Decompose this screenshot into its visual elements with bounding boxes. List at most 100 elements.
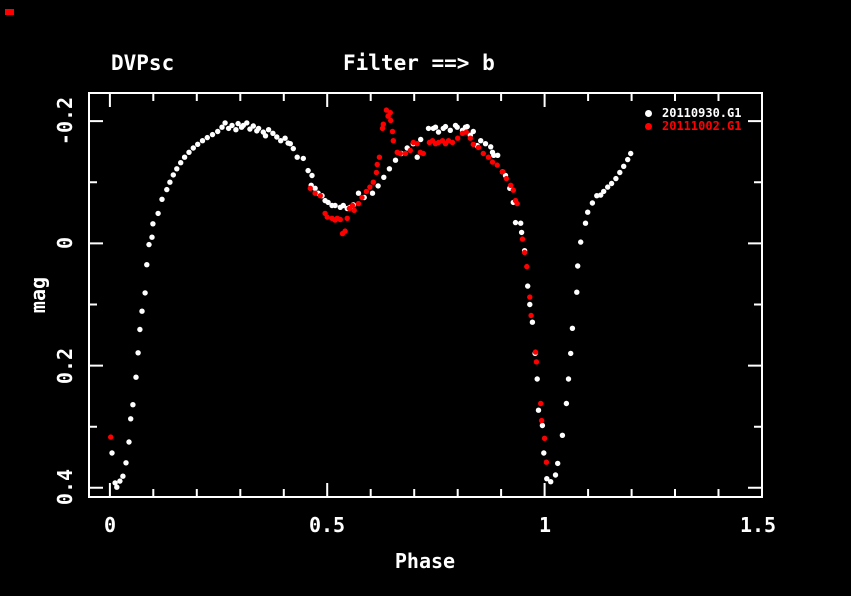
data-point: [524, 263, 530, 270]
data-point: [375, 183, 381, 189]
data-point: [244, 120, 250, 126]
data-point: [294, 154, 300, 160]
data-point: [355, 200, 362, 207]
data-point: [312, 190, 318, 196]
data-point: [317, 193, 323, 199]
data-point: [146, 241, 152, 248]
data-point: [387, 109, 393, 116]
data-point: [374, 161, 380, 168]
data-point: [463, 129, 470, 135]
data-point: [265, 127, 272, 133]
data-point: [255, 125, 262, 132]
data-point: [149, 234, 155, 240]
data-point: [414, 141, 420, 147]
series-20110930.G1: [109, 120, 634, 490]
data-point: [568, 350, 574, 357]
data-point: [222, 120, 228, 126]
data-point: [344, 215, 350, 221]
data-point: [621, 163, 627, 169]
data-point: [120, 473, 126, 479]
data-point: [538, 400, 544, 407]
data-point: [383, 107, 390, 113]
data-point: [373, 169, 380, 176]
legend-entry-20111002: 20111002.G1: [645, 120, 741, 133]
data-point: [332, 202, 338, 209]
data-point: [565, 376, 572, 382]
axis-frame: [88, 92, 763, 498]
data-point: [601, 188, 607, 195]
data-point: [578, 239, 584, 245]
data-point: [219, 124, 225, 130]
data-point: [563, 400, 570, 407]
data-point: [518, 220, 524, 226]
data-point: [494, 162, 500, 168]
legend-label: 20111002.G1: [662, 119, 742, 133]
x-axis-title: Phase: [394, 549, 456, 573]
data-point: [312, 185, 318, 191]
data-point: [386, 166, 393, 172]
data-point: [130, 402, 136, 408]
data-point: [170, 172, 176, 178]
data-point: [359, 194, 365, 201]
data-point: [155, 210, 161, 217]
data-point: [470, 141, 476, 147]
data-point: [349, 202, 356, 209]
data-point: [569, 325, 576, 331]
data-point: [464, 123, 470, 130]
data-point: [389, 128, 396, 135]
legend-dot-red: [645, 123, 652, 130]
data-point: [174, 166, 180, 172]
data-point: [613, 175, 619, 182]
data-point: [527, 294, 533, 300]
data-point: [342, 228, 348, 234]
data-point: [418, 136, 424, 143]
data-point: [475, 144, 482, 151]
data-point: [376, 154, 383, 160]
data-point: [407, 147, 413, 154]
x-tick-label: 1: [538, 513, 552, 537]
data-point: [215, 128, 221, 135]
data-point: [309, 172, 315, 179]
data-point: [287, 141, 293, 147]
data-point: [519, 236, 526, 242]
data-point: [128, 416, 134, 422]
data-point: [139, 308, 145, 314]
data-point: [608, 180, 615, 187]
data-point: [278, 138, 284, 144]
data-point: [325, 199, 331, 206]
data-point: [381, 174, 387, 180]
data-point: [142, 290, 148, 296]
data-point: [533, 359, 540, 365]
data-point: [144, 262, 150, 268]
data-point: [274, 134, 280, 140]
data-point: [525, 283, 531, 289]
data-point: [518, 229, 525, 236]
data-point: [449, 139, 456, 146]
x-tick-label: 0: [103, 513, 117, 537]
data-point: [491, 152, 497, 158]
data-point: [528, 312, 534, 319]
data-point: [555, 460, 561, 467]
data-point: [370, 179, 376, 185]
data-point: [512, 219, 519, 226]
data-point: [324, 214, 330, 220]
data-point: [552, 472, 559, 478]
data-point: [585, 209, 591, 215]
data-point: [499, 169, 506, 175]
data-point: [617, 169, 623, 176]
data-point: [114, 484, 120, 490]
data-point: [495, 152, 501, 158]
y-tick-label: 0.4: [53, 468, 77, 506]
data-point: [534, 376, 540, 382]
data-point: [488, 144, 494, 150]
data-point: [532, 349, 539, 355]
legend-entry-20110930: 20110930.G1: [645, 107, 741, 120]
x-tick-label: 1.5: [739, 513, 777, 537]
data-point: [108, 434, 114, 440]
y-tick-label: -0.2: [53, 96, 77, 146]
data-point: [367, 184, 373, 190]
data-point: [126, 439, 132, 445]
data-point: [270, 130, 276, 136]
data-point: [337, 216, 343, 223]
